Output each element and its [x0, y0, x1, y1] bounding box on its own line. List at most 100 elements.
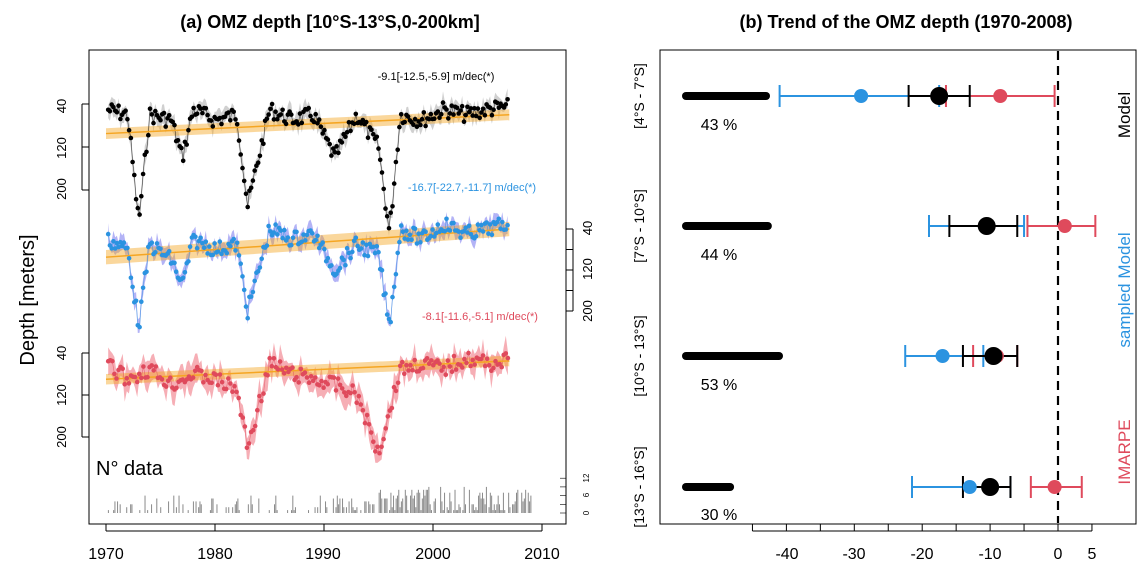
data-point [281, 371, 287, 376]
data-point [447, 228, 453, 233]
data-point [234, 121, 240, 127]
data-point [443, 372, 449, 378]
data-point [406, 368, 411, 373]
data-point [121, 240, 127, 245]
data-point [470, 113, 476, 118]
x-tick-label: -40 [775, 546, 798, 563]
data-point [327, 141, 333, 147]
panel-a-frame [88, 49, 567, 525]
x-tick-label: 2010 [524, 546, 560, 563]
data-point [475, 106, 481, 111]
data-point [124, 375, 130, 381]
data-point [412, 116, 418, 122]
data-point [414, 241, 420, 246]
data-point [158, 246, 163, 252]
data-point [456, 229, 462, 234]
data-point [482, 363, 488, 369]
data-point [186, 259, 191, 264]
data-point [360, 117, 366, 123]
data-point [158, 117, 163, 123]
data-point [484, 356, 490, 362]
data-point [166, 248, 172, 254]
percent-label: 43 % [701, 117, 737, 134]
data-point [315, 121, 320, 126]
data-point [329, 153, 334, 158]
data-point [463, 225, 469, 230]
data-point [210, 124, 216, 129]
data-point [114, 240, 120, 246]
data-point [161, 110, 167, 116]
data-point [280, 107, 285, 113]
data-point [462, 356, 467, 362]
data-point [364, 119, 369, 125]
data-point [468, 106, 474, 111]
data-point [416, 231, 421, 236]
data-point [444, 107, 449, 112]
data-point [119, 243, 125, 249]
data-point [437, 361, 442, 366]
data-point [393, 159, 399, 165]
data-point [384, 312, 390, 317]
data-point [386, 226, 392, 231]
data-point [325, 137, 331, 142]
data-point [139, 193, 144, 199]
data-point [365, 135, 371, 140]
data-point [132, 374, 138, 380]
data-point [126, 381, 132, 386]
data-point [486, 363, 492, 368]
data-point [234, 389, 239, 395]
data-point [390, 294, 395, 300]
data-point [261, 141, 266, 147]
data-point [250, 427, 256, 433]
data-point [343, 134, 348, 140]
x-tick-label: 1970 [88, 546, 124, 563]
data-point [116, 103, 121, 108]
data-point [264, 243, 270, 248]
data-point [362, 252, 367, 258]
data-point [245, 315, 250, 321]
data-point [407, 232, 413, 238]
data-point [374, 134, 380, 140]
data-point [421, 110, 427, 115]
data-point [271, 117, 277, 122]
data-point [240, 274, 245, 279]
data-point [219, 251, 224, 257]
trend-point [1047, 480, 1062, 494]
data-point [163, 384, 169, 389]
points-model [930, 87, 1003, 496]
ndata-axis: 0 6 12 [582, 473, 591, 515]
data-point [446, 116, 451, 121]
data-point [494, 219, 500, 225]
data-point [201, 245, 207, 251]
data-point [322, 127, 327, 133]
data-point [348, 128, 353, 134]
data-point [486, 231, 491, 236]
data-point [141, 364, 146, 369]
data-point [257, 265, 263, 270]
data-point [405, 237, 411, 242]
data-point [419, 116, 425, 122]
data-point [261, 391, 266, 396]
data-point [412, 357, 418, 363]
data-point [168, 375, 173, 381]
points-imarpe [989, 89, 1072, 494]
data-point [201, 380, 206, 385]
data-point [325, 381, 331, 387]
data-point [487, 105, 493, 110]
data-point [105, 231, 111, 237]
trend-point [935, 349, 950, 363]
data-point [236, 138, 242, 143]
data-point [252, 168, 257, 173]
data-point [283, 121, 289, 127]
data-point [395, 147, 401, 152]
data-point [463, 112, 469, 118]
data-point [330, 146, 336, 151]
data-point [166, 113, 172, 118]
data-point [223, 386, 229, 392]
data-point [134, 379, 140, 385]
x-tick-label: -10 [978, 546, 1001, 563]
data-point [236, 253, 242, 258]
data-point [252, 423, 258, 429]
data-point [248, 294, 254, 299]
data-point [151, 120, 156, 126]
